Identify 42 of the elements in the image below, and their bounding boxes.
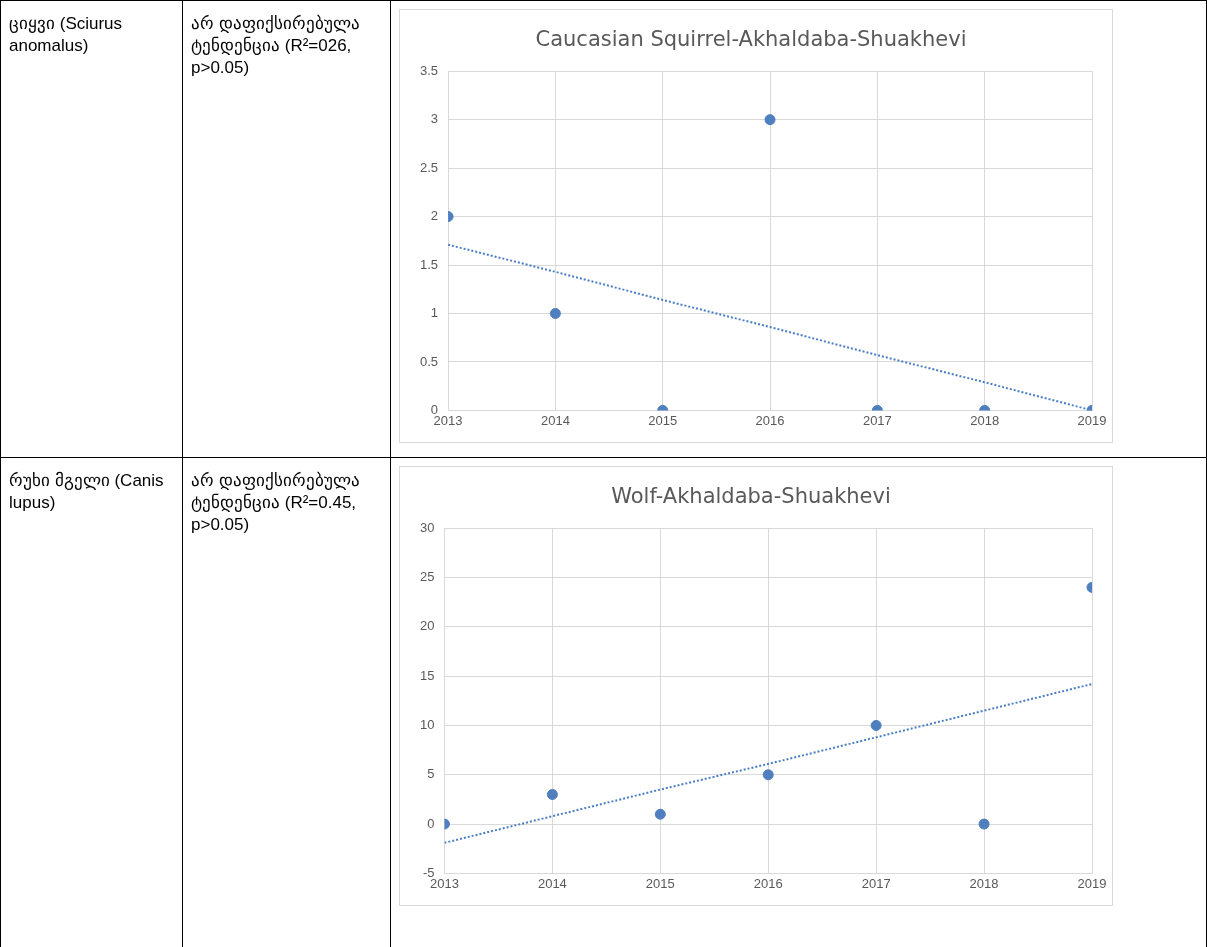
line-series xyxy=(444,683,1092,844)
y-tick-label: 15 xyxy=(419,667,435,683)
y-tick-label: 25 xyxy=(419,569,435,585)
x-tick-label: 2016 xyxy=(755,412,785,428)
point xyxy=(764,114,776,126)
y-tick-label: 0.5 xyxy=(419,353,439,369)
y-tick-label: 5 xyxy=(427,766,435,782)
point xyxy=(654,808,666,820)
x-tick-label: 2018 xyxy=(970,412,1000,428)
text: ციყვი (Sciurus anomalus) xyxy=(0,0,183,458)
point xyxy=(978,818,990,830)
y-tick-label: 0 xyxy=(427,815,435,831)
y-tick-label: 2 xyxy=(430,208,439,224)
text: არ დაფიქსირებულა ტენდენცია (R²=0.45, p>0.05) xyxy=(182,457,391,947)
y-tick-label: 0 xyxy=(430,401,439,417)
y-tick-label: 1.5 xyxy=(419,256,439,272)
y-tick-label: 3 xyxy=(430,111,439,127)
y-tick-label: 3.5 xyxy=(419,62,439,78)
text: არ დაფიქსირებულა ტენდენცია (R²=026, p>0.05) xyxy=(182,0,391,458)
y-tick-label: 20 xyxy=(419,618,435,634)
text: რუხი მგელი (Canis lupus) xyxy=(0,457,183,947)
y-tick-label: 1 xyxy=(430,305,439,321)
x-tick-label: 2019 xyxy=(1077,875,1107,891)
y-tick-label: -5 xyxy=(422,864,435,880)
point xyxy=(870,719,882,731)
point xyxy=(549,307,561,319)
x-tick-label: 2016 xyxy=(753,875,783,891)
chart-title: Wolf-Akhaldaba-Shuakhevi xyxy=(611,484,891,509)
point xyxy=(762,769,774,781)
x-tick-label: 2017 xyxy=(862,412,892,428)
x-tick-label: 2019 xyxy=(1077,412,1107,428)
y-tick-label: 10 xyxy=(419,717,435,733)
y-tick-label: 2.5 xyxy=(419,159,439,175)
x-tick-label: 2014 xyxy=(540,412,570,428)
x-tick-label: 2018 xyxy=(969,875,999,891)
chart-title: Caucasian Squirrel-Akhaldaba-Shuakhevi xyxy=(535,27,967,52)
x-tick-label: 2015 xyxy=(648,412,678,428)
x-tick-label: 2017 xyxy=(861,875,891,891)
x-tick-label: 2015 xyxy=(645,875,675,891)
x-tick-label: 2014 xyxy=(537,875,567,891)
y-tick-label: 30 xyxy=(419,519,435,535)
point xyxy=(546,789,558,800)
